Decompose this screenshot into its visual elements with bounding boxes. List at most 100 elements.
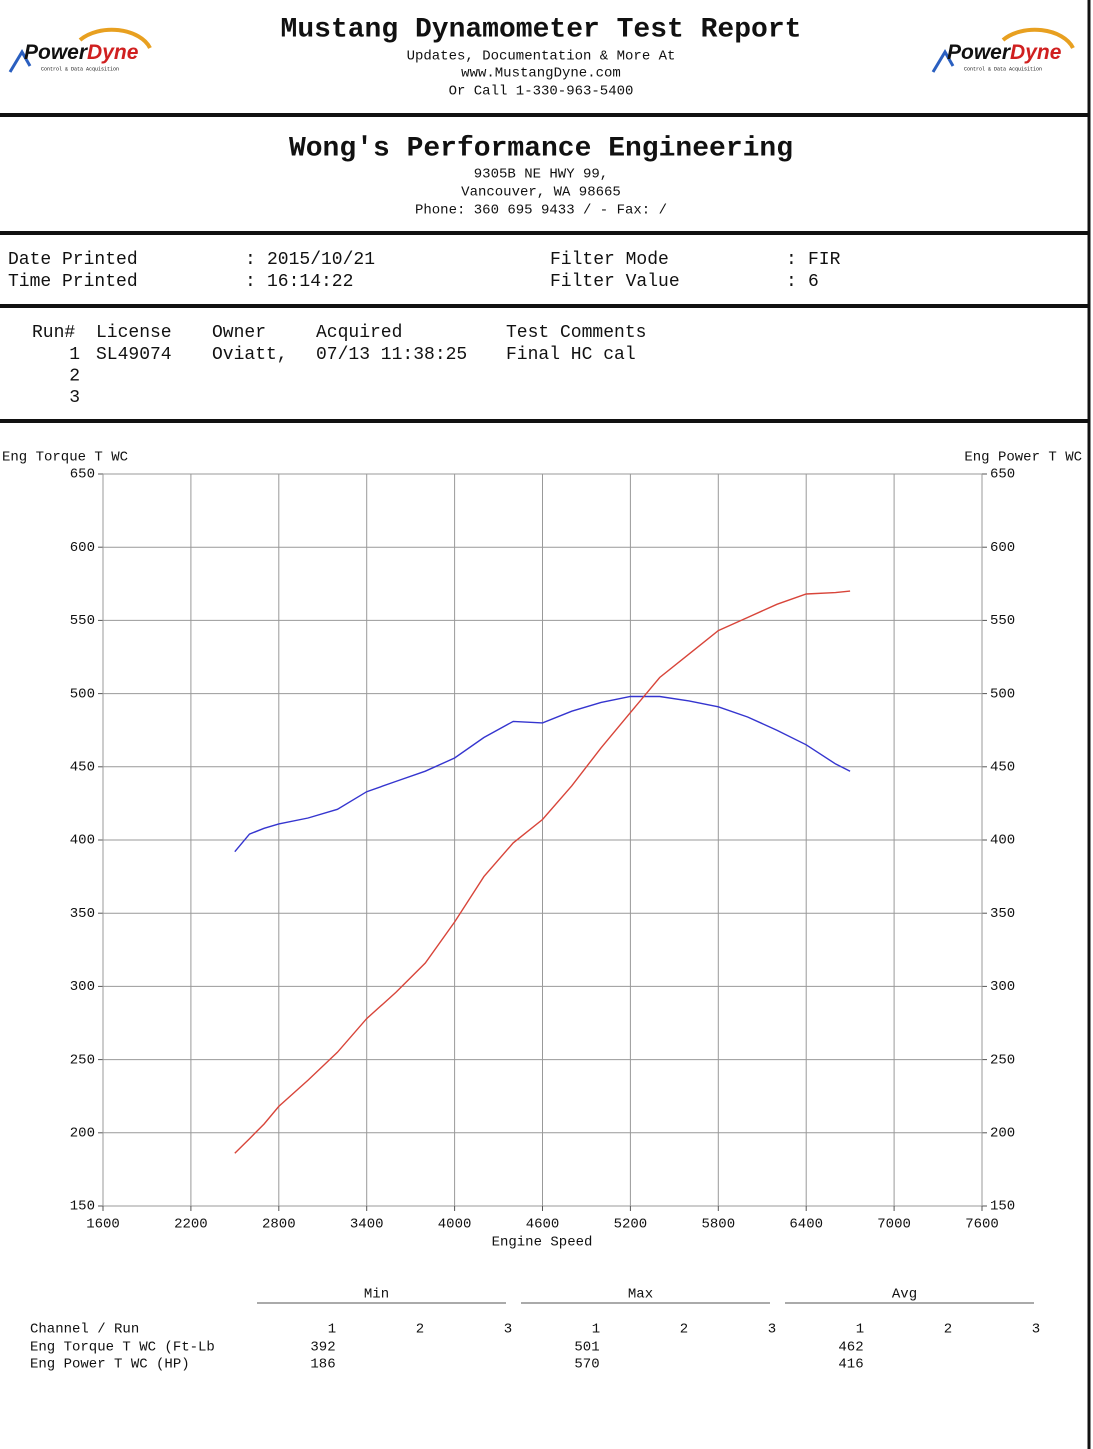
- x-tick-label: 7600: [965, 1217, 999, 1233]
- x-axis-label: Engine Speed: [492, 1235, 593, 1251]
- y2-tick-label: 650: [990, 467, 1015, 483]
- logo-arc: [1001, 27, 1075, 49]
- y-tick-label: 600: [70, 540, 95, 556]
- runs-header: License: [96, 323, 172, 343]
- stats-run: 1: [328, 1322, 336, 1338]
- stats-run: 2: [680, 1322, 688, 1338]
- runs-header: Test Comments: [506, 323, 646, 343]
- x-tick-label: 5200: [614, 1217, 648, 1233]
- runs-cell: 1: [69, 345, 80, 365]
- y-tick-label: 500: [70, 686, 95, 702]
- logo-mark: [8, 49, 32, 73]
- stats-value: 416: [838, 1357, 863, 1373]
- logo-tagline: Control & Data Acquisition: [41, 66, 119, 72]
- stats-channel-header: Channel / Run: [30, 1322, 139, 1338]
- info-value: 16:14:22: [267, 272, 353, 292]
- runs-cell: Final HC cal: [506, 345, 636, 365]
- runs-cell: 07/13 11:38:25: [316, 345, 467, 365]
- y-tick-label: 150: [70, 1199, 95, 1215]
- info-label: Filter Value: [550, 272, 680, 292]
- x-tick-label: 4000: [438, 1217, 472, 1233]
- y-axis-label: Eng Torque T WC: [2, 450, 128, 466]
- logo-dyne: Dyne: [1010, 41, 1062, 64]
- y-tick-label: 550: [70, 613, 95, 629]
- y2-tick-label: 150: [990, 1199, 1015, 1215]
- logo-tagline: Control & Data Acquisition: [964, 66, 1042, 72]
- series-line: [234, 695, 851, 853]
- x-tick-label: 2200: [174, 1217, 208, 1233]
- header-line: Updates, Documentation & More At: [407, 49, 676, 65]
- logo-dyne: Dyne: [87, 41, 139, 64]
- info-value: 2015/10/21: [267, 250, 375, 270]
- stats-group: Avg: [892, 1287, 917, 1303]
- y2-tick-label: 350: [990, 906, 1015, 922]
- runs-header: Owner: [212, 323, 266, 343]
- info-value: FIR: [808, 250, 841, 270]
- runs-cell: 3: [69, 388, 80, 408]
- runs-header: Acquired: [316, 323, 402, 343]
- y-tick-label: 250: [70, 1052, 95, 1068]
- logo-power: Power: [947, 41, 1012, 64]
- y2-tick-label: 300: [990, 979, 1015, 995]
- x-tick-label: 7000: [877, 1217, 911, 1233]
- report-title: Mustang Dynamometer Test Report: [281, 14, 802, 45]
- y-tick-label: 200: [70, 1126, 95, 1142]
- shop-line: Phone: 360 695 9433 / - Fax: /: [415, 203, 667, 219]
- shop-name: Wong's Performance Engineering: [289, 133, 793, 164]
- y2-tick-label: 200: [990, 1126, 1015, 1142]
- stats-run: 3: [1032, 1322, 1040, 1338]
- logo-left: PowerDyne Control & Data Acquisition: [8, 27, 152, 73]
- stats-run: 1: [592, 1322, 600, 1338]
- stats-channel: Eng Torque T WC (Ft-Lb: [30, 1340, 215, 1356]
- y-tick-label: 350: [70, 906, 95, 922]
- y2-axis-label: Eng Power T WC: [964, 450, 1082, 466]
- stats-value: 462: [838, 1340, 863, 1356]
- x-tick-label: 4600: [526, 1217, 560, 1233]
- stats-channel: Eng Power T WC (HP): [30, 1357, 190, 1373]
- y2-tick-label: 500: [990, 686, 1015, 702]
- y2-tick-label: 250: [990, 1052, 1015, 1068]
- y2-tick-label: 600: [990, 540, 1015, 556]
- info-colon: :: [786, 250, 797, 270]
- logo-right: PowerDyne Control & Data Acquisition: [931, 27, 1075, 73]
- x-tick-label: 5800: [701, 1217, 735, 1233]
- stats-run: 2: [944, 1322, 952, 1338]
- stats-run: 2: [416, 1322, 424, 1338]
- x-tick-label: 1600: [86, 1217, 120, 1233]
- stats-group: Min: [364, 1287, 389, 1303]
- stats-value: 186: [310, 1357, 335, 1373]
- y2-tick-label: 450: [990, 760, 1015, 776]
- y2-tick-label: 400: [990, 833, 1015, 849]
- x-tick-label: 2800: [262, 1217, 296, 1233]
- y-tick-label: 650: [70, 467, 95, 483]
- header-line: www.MustangDyne.com: [461, 66, 621, 82]
- logo-text: PowerDyne: [24, 41, 139, 64]
- info-label: Date Printed: [8, 250, 138, 270]
- y-tick-label: 400: [70, 833, 95, 849]
- stats-value: 501: [574, 1340, 599, 1356]
- logo-text: PowerDyne: [947, 41, 1062, 64]
- info-label: Filter Mode: [550, 250, 669, 270]
- logo-mark: [931, 49, 955, 73]
- logo-arc: [78, 27, 152, 49]
- y-tick-label: 450: [70, 760, 95, 776]
- logo-power: Power: [24, 41, 89, 64]
- info-value: 6: [808, 272, 819, 292]
- stats-run: 3: [768, 1322, 776, 1338]
- header-line: Or Call 1-330-963-5400: [449, 84, 634, 100]
- y2-tick-label: 550: [990, 613, 1015, 629]
- stats-group: Max: [628, 1287, 653, 1303]
- runs-cell: SL49074: [96, 345, 172, 365]
- shop-line: Vancouver, WA 98665: [461, 185, 621, 201]
- stats-value: 570: [574, 1357, 599, 1373]
- y-tick-label: 300: [70, 979, 95, 995]
- x-tick-label: 6400: [789, 1217, 823, 1233]
- stats-value: 392: [310, 1340, 335, 1356]
- runs-header: Run#: [32, 323, 75, 343]
- stats-run: 1: [856, 1322, 864, 1338]
- stats-run: 3: [504, 1322, 512, 1338]
- x-tick-label: 3400: [350, 1217, 384, 1233]
- runs-cell: 2: [69, 366, 80, 386]
- info-colon: :: [786, 272, 797, 292]
